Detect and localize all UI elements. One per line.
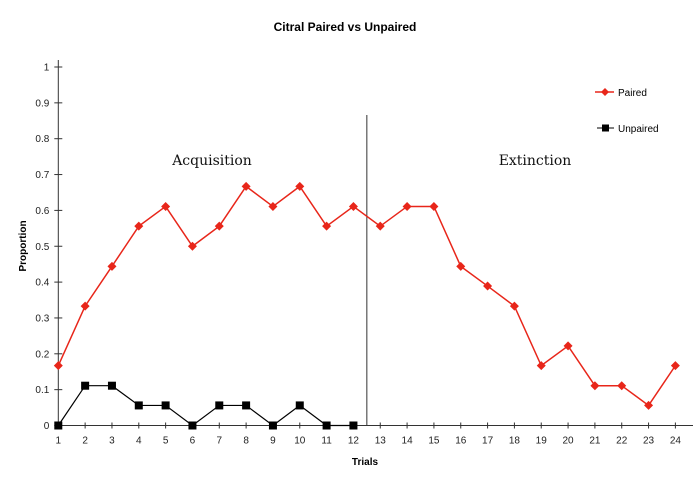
x-tick-label: 19 [536,436,548,447]
x-tick-label: 8 [243,436,249,447]
x-axis-label: Trials [352,457,379,468]
legend-marker-unpaired [602,124,609,132]
x-tick-label: 13 [375,436,387,447]
y-tick-label: 0.6 [35,206,49,217]
data-point-unpaired [54,421,63,430]
x-tick-label: 6 [190,436,196,447]
data-point-paired [483,281,493,291]
data-point-paired [617,381,627,391]
x-tick-label: 1 [56,436,62,447]
y-tick-label: 0.5 [35,242,49,253]
data-point-paired [375,221,385,231]
data-point-unpaired [161,401,170,410]
data-point-paired [402,201,412,211]
data-point-paired [429,201,439,211]
y-tick-label: 1 [44,63,50,74]
data-point-paired [509,301,519,311]
y-tick-label: 0.7 [35,170,49,181]
data-point-unpaired [215,401,224,410]
data-point-paired [536,361,546,371]
series-line-unpaired [57,385,354,427]
x-tick-label: 7 [216,436,222,447]
x-tick-label: 5 [163,436,169,447]
x-tick-label: 16 [455,436,467,447]
x-tick-label: 22 [616,436,628,447]
data-point-paired [644,400,654,410]
data-point-paired [214,221,224,231]
y-tick-label: 0.4 [35,278,49,289]
legend-label-unpaired: Unpaired [618,124,659,135]
data-point-unpaired [134,401,143,410]
x-tick-label: 15 [428,436,440,447]
x-tick-label: 18 [509,436,521,447]
x-tick-label: 17 [482,436,494,447]
data-point-paired [348,201,358,211]
y-tick-label: 0.9 [35,98,49,109]
annotation-extinction: Extinction [499,153,572,169]
data-point-paired [187,241,197,251]
data-point-paired [134,221,144,231]
x-tick-label: 24 [670,436,682,447]
y-tick-label: 0.2 [35,349,49,360]
data-point-paired [107,261,117,271]
data-point-unpaired [242,401,251,410]
x-tick-label: 21 [589,436,601,447]
y-tick-label: 0.8 [35,134,49,145]
data-point-unpaired [188,421,197,430]
data-point-unpaired [81,381,90,390]
x-tick-label: 4 [136,436,142,447]
data-point-unpaired [295,401,304,410]
x-tick-label: 20 [563,436,575,447]
x-tick-label: 23 [643,436,655,447]
legend-label-paired: Paired [618,88,647,99]
legend-marker-paired [601,88,609,96]
data-point-paired [53,361,63,371]
data-point-paired [590,381,600,391]
x-tick-label: 11 [321,436,332,447]
data-point-unpaired [268,421,277,430]
x-tick-label: 3 [109,436,115,447]
data-point-paired [241,181,251,191]
x-tick-label: 2 [82,436,88,447]
data-point-paired [80,301,90,311]
series-line-paired [57,185,677,407]
x-tick-label: 10 [294,436,306,447]
y-tick-label: 0.1 [35,385,49,396]
data-point-unpaired [349,421,358,430]
y-tick-label: 0 [44,421,50,432]
chart-title: Citral Paired vs Unpaired [274,20,417,34]
data-point-paired [268,201,278,211]
data-point-paired [670,361,680,371]
x-tick-label: 12 [348,436,360,447]
x-tick-label: 14 [402,436,414,447]
annotation-acquisition: Acquisition [171,153,252,169]
data-point-paired [563,341,573,351]
data-point-paired [161,201,171,211]
data-point-paired [322,221,332,231]
legend: Paired Unpaired [595,88,659,135]
data-point-paired [456,261,466,271]
data-point-unpaired [322,421,331,430]
data-point-paired [295,181,305,191]
data-point-unpaired [107,381,116,390]
y-axis-label: Proportion [18,220,29,271]
x-tick-label: 9 [270,436,276,447]
y-tick-label: 0.3 [35,313,49,324]
